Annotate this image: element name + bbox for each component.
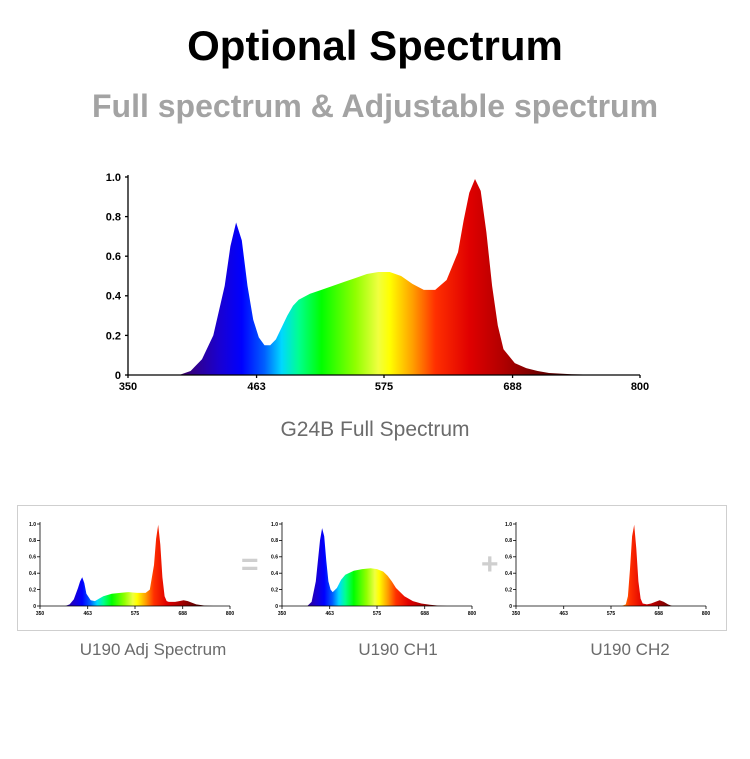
- y-tick-label: 1.0: [106, 172, 121, 184]
- u190-ch2-spectrum-chart: 0 0.2 0.4 0.6 0.8 1.0 350 463 575 688 800: [505, 522, 711, 617]
- equals-sign: =: [241, 548, 259, 581]
- u190-ch1-caption: U190 CH1: [358, 640, 438, 659]
- y-tick-label: 0.4: [106, 291, 122, 303]
- y-tick-label: 0: [115, 370, 121, 382]
- spectrum-area: [65, 524, 230, 606]
- x-tick-label: 688: [655, 611, 664, 617]
- y-tick-label: 0.2: [505, 587, 512, 593]
- y-tick-label: 0.6: [271, 555, 278, 561]
- y-tick-label: 0.6: [106, 251, 121, 263]
- u190-ch2-caption: U190 CH2: [590, 640, 670, 659]
- x-tick-label: 463: [84, 611, 93, 617]
- x-tick-label: 575: [131, 611, 140, 617]
- y-tick-label: 0.8: [29, 538, 36, 544]
- x-tick-label: 575: [373, 611, 382, 617]
- y-tick-label: 0.8: [505, 538, 512, 544]
- x-tick-label: 463: [326, 611, 335, 617]
- g24b-caption: G24B Full Spectrum: [280, 418, 470, 441]
- y-tick-label: 0.4: [271, 571, 278, 577]
- x-tick-label: 688: [503, 381, 521, 393]
- y-tick-label: 1.0: [29, 522, 36, 528]
- x-tick-label: 350: [512, 611, 521, 617]
- u190-adj-spectrum-chart: 0 0.2 0.4 0.6 0.8 1.0 350 463 575 688 800: [29, 522, 235, 617]
- y-tick-label: 0: [33, 604, 36, 610]
- x-tick-label: 463: [247, 381, 265, 393]
- y-tick-label: 0.6: [505, 555, 512, 561]
- x-tick-label: 575: [607, 611, 616, 617]
- x-tick-label: 350: [278, 611, 287, 617]
- plus-sign: +: [481, 548, 499, 581]
- u190-ch1-spectrum-chart: 0 0.2 0.4 0.6 0.8 1.0 350 463 575 688 800: [271, 522, 477, 617]
- x-tick-label: 350: [36, 611, 45, 617]
- u190-adj-caption: U190 Adj Spectrum: [79, 640, 227, 659]
- x-tick-label: 575: [375, 381, 393, 393]
- g24b-spectrum-chart: 0 0.2 0.4 0.6 0.8 1.0 350 463 575 688 800: [106, 172, 649, 393]
- page-title: Optional Spectrum: [187, 22, 563, 69]
- y-tick-label: 0.2: [271, 587, 278, 593]
- y-tick-label: 0.4: [29, 571, 36, 577]
- x-tick-label: 800: [468, 611, 477, 617]
- y-tick-label: 0.2: [29, 587, 36, 593]
- y-tick-label: 1.0: [505, 522, 512, 528]
- page-subtitle: Full spectrum & Adjustable spectrum: [91, 88, 659, 124]
- x-tick-label: 688: [179, 611, 188, 617]
- y-tick-label: 0: [275, 604, 278, 610]
- x-tick-label: 800: [631, 381, 649, 393]
- x-tick-label: 350: [119, 381, 137, 393]
- y-tick-label: 0.8: [271, 538, 278, 544]
- u190-spectrum-panel: [17, 505, 727, 631]
- spectrum-area: [307, 528, 472, 606]
- y-tick-label: 0: [509, 604, 512, 610]
- y-tick-label: 0.6: [29, 555, 36, 561]
- spectrum-area: [621, 524, 706, 606]
- y-tick-label: 0.2: [106, 330, 121, 342]
- x-tick-label: 800: [702, 611, 711, 617]
- x-tick-label: 800: [226, 611, 235, 617]
- spectrum-area: [179, 179, 640, 375]
- x-tick-label: 688: [421, 611, 430, 617]
- y-tick-label: 1.0: [271, 522, 278, 528]
- x-tick-label: 463: [560, 611, 569, 617]
- y-tick-label: 0.4: [505, 571, 512, 577]
- y-tick-label: 0.8: [106, 211, 121, 223]
